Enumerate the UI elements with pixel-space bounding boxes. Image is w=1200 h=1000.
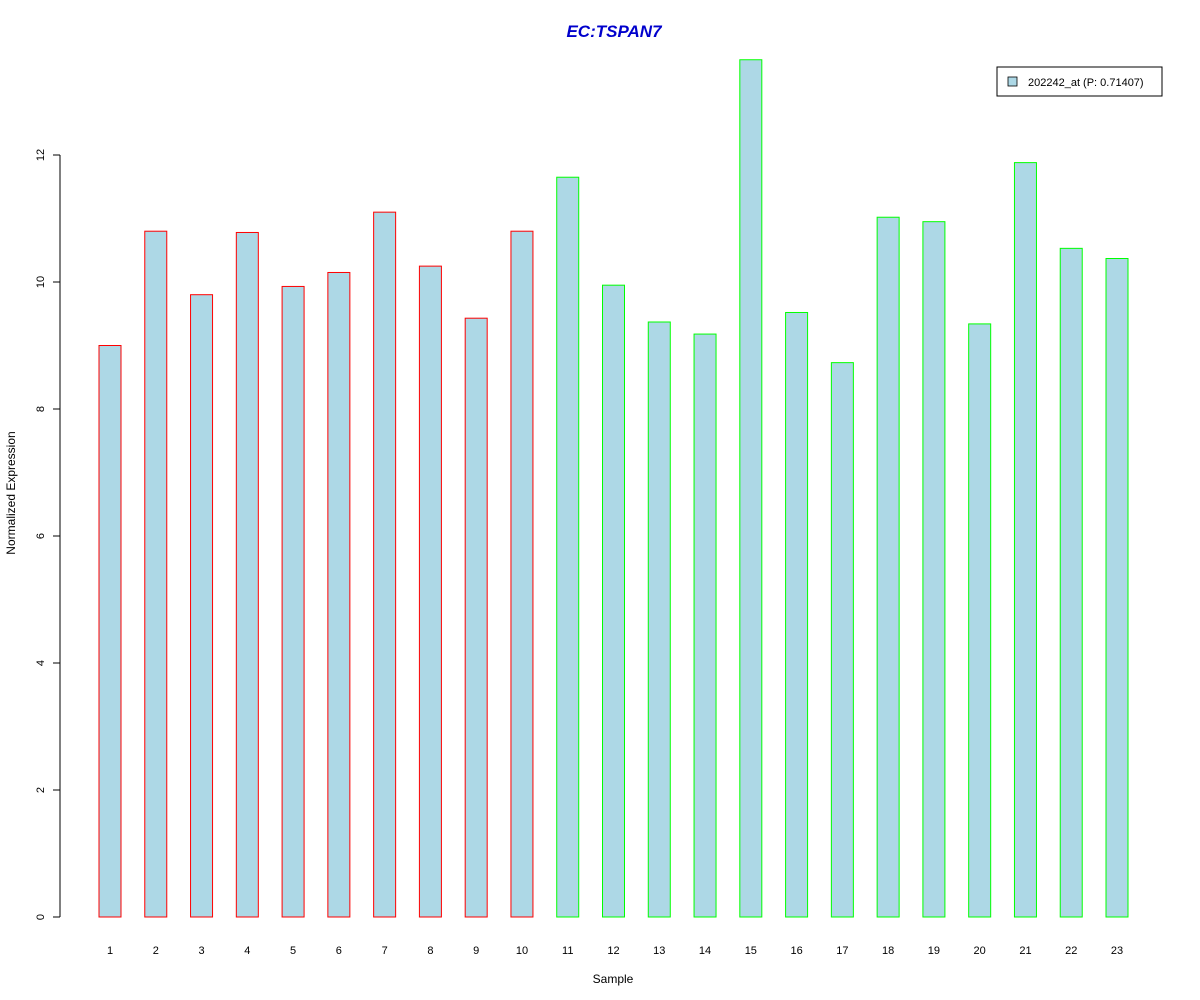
y-tick-label: 0	[35, 914, 47, 920]
x-tick-label: 2	[153, 945, 159, 957]
x-tick-label: 12	[607, 945, 619, 957]
x-tick-label: 6	[336, 945, 342, 957]
x-tick-label: 18	[882, 945, 894, 957]
bar	[785, 311, 809, 918]
y-tick-label: 8	[35, 406, 47, 412]
bar	[1059, 247, 1083, 918]
x-tick-label: 3	[198, 945, 204, 957]
bar	[373, 211, 397, 918]
x-tick-label: 9	[473, 945, 479, 957]
x-tick-label: 4	[244, 945, 250, 957]
x-tick-label: 7	[382, 945, 388, 957]
bar	[144, 230, 168, 918]
y-axis: 0 2 4 6 8 10 12	[35, 149, 61, 920]
x-tick-label: 14	[699, 945, 711, 957]
x-tick-label: 13	[653, 945, 665, 957]
bar	[281, 285, 305, 918]
bar	[876, 216, 900, 918]
bar	[647, 321, 671, 918]
x-tick-label: 1	[107, 945, 113, 957]
x-tick-label: 5	[290, 945, 296, 957]
y-tick-label: 10	[35, 276, 47, 288]
y-tick-label: 12	[35, 149, 47, 161]
chart-title: EC:TSPAN7	[566, 22, 663, 41]
bar	[464, 317, 488, 918]
y-tick-label: 2	[35, 787, 47, 793]
bar	[830, 362, 854, 918]
bar	[1013, 162, 1037, 918]
x-tick-label: 23	[1111, 945, 1123, 957]
x-tick-label: 11	[562, 945, 573, 957]
x-tick-label: 8	[427, 945, 433, 957]
y-tick-label: 6	[35, 533, 47, 539]
x-tick-labels: 1 2 3 4 5 6 7 8 9 10 11 12 13 14 15 16 17 18 19 20 21 22 23	[107, 945, 1123, 957]
legend-swatch	[1007, 76, 1018, 87]
bar	[556, 176, 580, 918]
bar	[190, 294, 214, 918]
x-tick-label: 20	[974, 945, 986, 957]
x-tick-label: 16	[790, 945, 802, 957]
bar	[1105, 258, 1129, 918]
bar	[968, 323, 992, 918]
bars-group	[98, 59, 1129, 918]
bar	[922, 221, 946, 918]
x-tick-label: 22	[1065, 945, 1077, 957]
x-tick-label: 19	[928, 945, 940, 957]
bar	[235, 231, 259, 918]
bar	[327, 271, 351, 918]
legend-label: 202242_at (P: 0.71407)	[1028, 77, 1144, 89]
bar	[739, 59, 763, 918]
x-tick-label: 15	[745, 945, 757, 957]
bar	[602, 284, 625, 918]
bar	[510, 230, 534, 918]
y-axis-title: Normalized Expression	[4, 431, 18, 554]
y-tick-label: 4	[35, 660, 47, 666]
bar	[98, 345, 122, 918]
legend-box	[996, 66, 1163, 97]
legend: 202242_at (P: 0.71407)	[996, 66, 1163, 97]
x-tick-label: 21	[1019, 945, 1031, 957]
x-tick-label: 10	[516, 945, 528, 957]
x-tick-label: 17	[836, 945, 848, 957]
bar	[693, 333, 717, 918]
bar	[418, 265, 442, 918]
x-axis-title: Sample	[593, 972, 634, 986]
